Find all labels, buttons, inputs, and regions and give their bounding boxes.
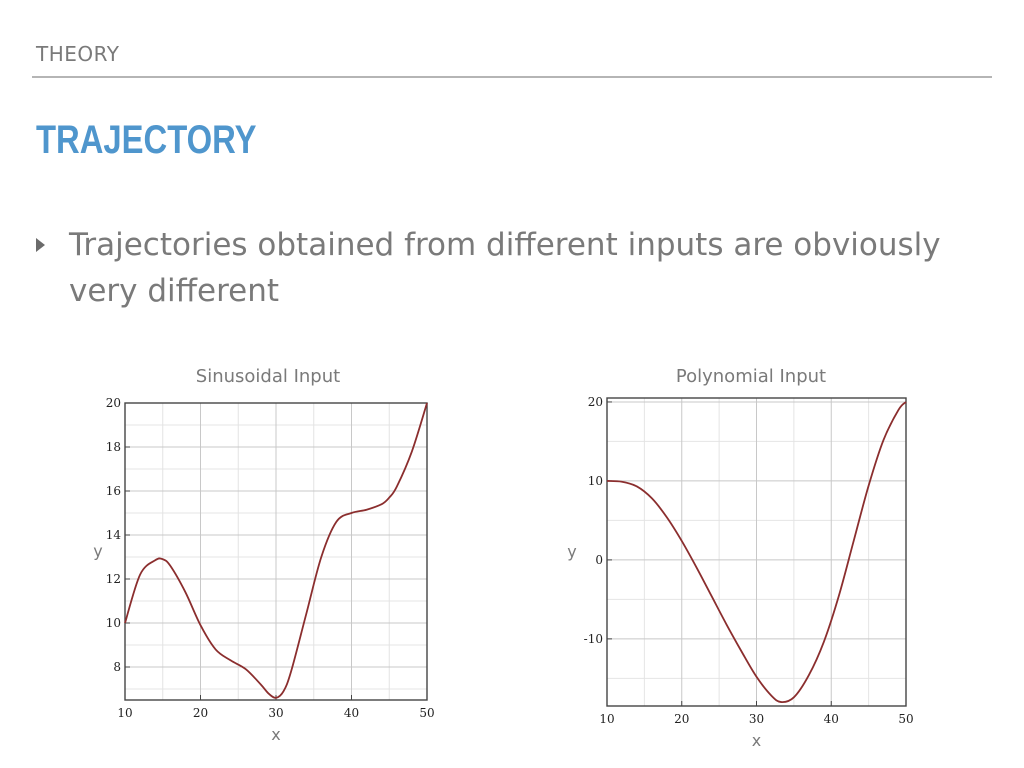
y-tick-label: 12 bbox=[106, 572, 121, 586]
x-tick-label: 30 bbox=[268, 706, 283, 720]
bullet-triangle-icon bbox=[36, 238, 45, 252]
y-tick-label: 18 bbox=[106, 440, 121, 454]
y-tick-label: 16 bbox=[106, 484, 121, 498]
bullet-text: Trajectories obtained from different inp… bbox=[69, 227, 941, 309]
y-tick-label: 14 bbox=[106, 528, 122, 542]
chart-title-sinusoidal: Sinusoidal Input bbox=[195, 366, 341, 387]
y-tick-label: 0 bbox=[595, 553, 603, 567]
y-axis-label: y bbox=[567, 542, 576, 561]
y-tick-label: 10 bbox=[588, 474, 603, 488]
x-tick-label: 20 bbox=[193, 706, 208, 720]
x-tick-label: 20 bbox=[674, 712, 689, 726]
y-tick-label: 20 bbox=[588, 395, 603, 409]
slide-title: TRAJECTORY bbox=[36, 118, 257, 162]
x-tick-label: 50 bbox=[898, 712, 913, 726]
x-axis-label: x bbox=[271, 725, 280, 744]
y-tick-label: -10 bbox=[584, 632, 603, 646]
chart-title-polynomial: Polynomial Input bbox=[675, 366, 827, 387]
bullet-item: Trajectories obtained from different inp… bbox=[36, 222, 976, 314]
y-tick-label: 8 bbox=[113, 660, 121, 674]
x-tick-label: 40 bbox=[824, 712, 839, 726]
x-tick-label: 40 bbox=[344, 706, 359, 720]
x-tick-label: 10 bbox=[599, 712, 614, 726]
y-tick-label: 10 bbox=[106, 616, 121, 630]
x-tick-label: 50 bbox=[419, 706, 434, 720]
header-divider bbox=[32, 76, 992, 78]
x-tick-label: 30 bbox=[749, 712, 764, 726]
y-tick-label: 20 bbox=[106, 396, 121, 410]
x-tick-label: 10 bbox=[117, 706, 132, 720]
series-line bbox=[124, 402, 428, 699]
section-label: THEORY bbox=[36, 42, 120, 66]
y-axis-label: y bbox=[93, 542, 102, 561]
series-line bbox=[606, 401, 907, 704]
x-axis-label: x bbox=[752, 731, 761, 750]
